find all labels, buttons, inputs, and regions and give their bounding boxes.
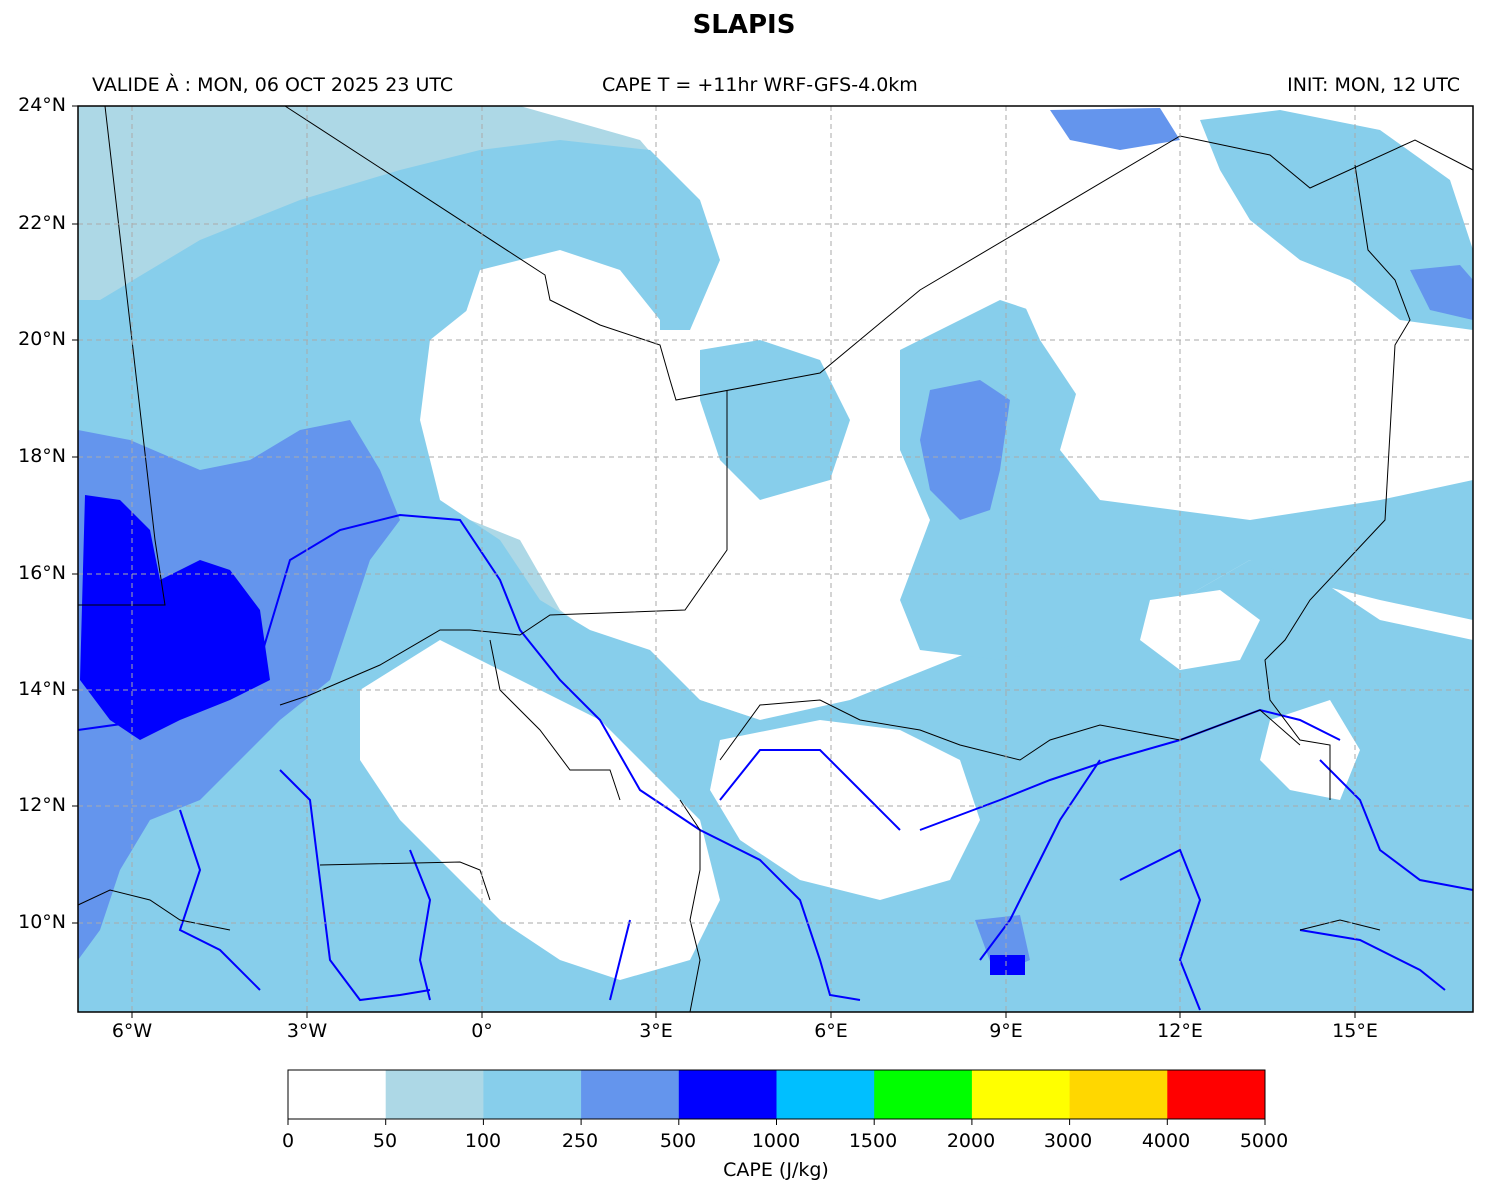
colorbar-tick-label: 2000 [946, 1130, 996, 1152]
lon-label: 6°W [111, 1020, 153, 1042]
colorbar [287, 1069, 1266, 1125]
lon-label: 9°E [989, 1020, 1023, 1042]
cape-0-gap-1 [460, 250, 660, 450]
colorbar-title: CAPE (J/kg) [723, 1159, 829, 1181]
cape-100-region-northeast [1200, 110, 1473, 330]
colorbar-swatch [678, 1070, 777, 1119]
cape-0-gap-6 [1140, 590, 1260, 670]
lat-label: 16°N [18, 562, 66, 584]
colorbar-tick-label: 100 [464, 1130, 502, 1152]
colorbar-swatch [776, 1070, 875, 1119]
cape-0-gap-4 [360, 640, 720, 980]
colorbar-tick-label: 0 [281, 1130, 295, 1152]
cape-0-gap-2 [1000, 220, 1300, 420]
colorbar-swatch [581, 1070, 680, 1119]
colorbar-swatch [385, 1070, 484, 1119]
colorbar-tick-label: 3000 [1043, 1130, 1093, 1152]
cape-0-gap-3 [750, 140, 880, 270]
cape-500-region-south [990, 955, 1025, 975]
colorbar-swatch [1167, 1070, 1266, 1119]
gridlines [78, 106, 1473, 1012]
colorbar-swatch [288, 1070, 387, 1119]
country-borders [77, 105, 1474, 1013]
cape-250-region-niger [920, 380, 1010, 520]
colorbar-tick-label: 1500 [848, 1130, 898, 1152]
cape-100-region-east [900, 300, 1473, 660]
lon-label: 12°E [1157, 1020, 1203, 1042]
lat-label: 20°N [18, 328, 66, 350]
lon-label: 0° [471, 1020, 493, 1042]
colorbar-tick-label: 500 [659, 1130, 697, 1152]
map-frame [77, 105, 1474, 1013]
lon-label: 3°E [639, 1020, 673, 1042]
cape-250-region-ne [1410, 265, 1473, 320]
lon-label: 3°W [286, 1020, 328, 1042]
lon-label: 15°E [1332, 1020, 1378, 1042]
lat-label: 18°N [18, 445, 66, 467]
cape-field [78, 106, 1473, 1012]
cape-250-region-north [1050, 108, 1180, 150]
colorbar-tick-label: 50 [372, 1130, 398, 1152]
rivers [77, 513, 1474, 1011]
lon-label: 6°E [814, 1020, 848, 1042]
colorbar-tick-label: 1000 [751, 1130, 801, 1152]
colorbar-swatch [874, 1070, 973, 1119]
colorbar-tick-label: 5000 [1239, 1130, 1289, 1152]
field-label: CAPE T = +11hr WRF-GFS-4.0km [602, 74, 918, 96]
colorbar-swatch [483, 1070, 582, 1119]
colorbar-swatch [971, 1070, 1071, 1119]
lat-label: 10°N [18, 911, 66, 933]
ticks [72, 105, 1356, 1018]
cape-0-gap-5 [710, 720, 980, 900]
cape-500-region [80, 495, 270, 740]
lat-label: 14°N [18, 678, 66, 700]
lat-label: 24°N [18, 94, 66, 116]
lat-label: 12°N [18, 794, 66, 816]
init-time-label: INIT: MON, 12 UTC [1287, 74, 1460, 96]
colorbar-swatch [1069, 1070, 1168, 1119]
colorbar-tick-label: 4000 [1141, 1130, 1191, 1152]
cape-100-region-central [700, 340, 850, 500]
colorbar-tick-label: 250 [561, 1130, 599, 1152]
chart-title: SLAPIS [692, 10, 796, 40]
valid-time-label: VALIDE À : MON, 06 OCT 2025 23 UTC [92, 74, 454, 96]
lat-label: 22°N [18, 212, 66, 234]
